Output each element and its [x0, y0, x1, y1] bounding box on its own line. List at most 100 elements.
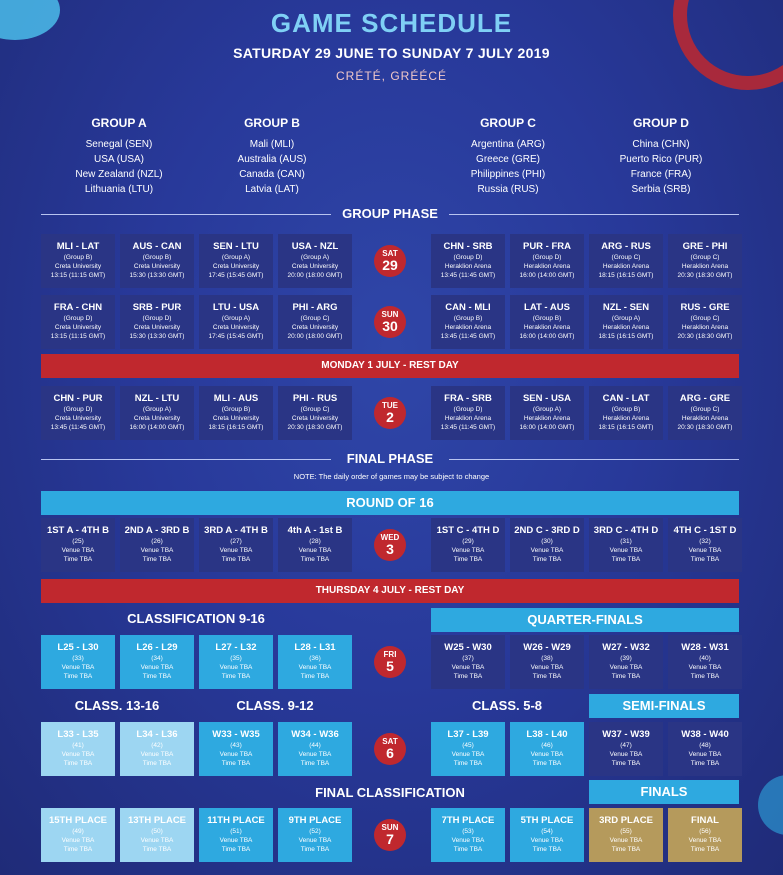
classification-9-16-label: CLASSIFICATION 9-16	[127, 611, 265, 626]
team: Puerto Rico (PUR)	[619, 154, 703, 165]
time: 18:15 (16:15 GMT)	[598, 424, 654, 431]
matchup: ARG - GRE	[679, 393, 731, 404]
day-badge: SAT 29	[374, 245, 406, 277]
day-number: 3	[386, 541, 394, 557]
venue: Heraklion Arena	[681, 263, 729, 270]
game-card: W38 - W40 (48) Venue TBA Time TBA	[668, 722, 742, 776]
venue: Venue TBA	[609, 837, 643, 844]
game-card: 2ND A - 3RD B (26) Venue TBA Time TBA	[120, 518, 194, 572]
venue: Venue TBA	[61, 751, 95, 758]
time: 15:30 (13:30 GMT)	[129, 272, 185, 279]
venue: Venue TBA	[530, 547, 564, 554]
game-group: (Group C)	[300, 315, 330, 322]
game-group: (36)	[309, 655, 321, 662]
game-card: SRB - PUR (Group D) Creta University 15:30 …	[120, 295, 194, 349]
matchup: RUS - GRE	[680, 302, 730, 313]
venue: Venue TBA	[530, 664, 564, 671]
day-number: 6	[386, 745, 394, 761]
time: Time TBA	[142, 846, 172, 853]
game-group: (Group D)	[532, 254, 562, 261]
matchup: FRA - CHN	[53, 302, 103, 313]
matchup: 2ND C - 3RD D	[514, 525, 580, 536]
team: Mali (MLI)	[249, 139, 295, 150]
group-name: GROUP A	[91, 116, 147, 130]
time: Time TBA	[221, 556, 251, 563]
matchup: SEN - USA	[522, 393, 572, 404]
game-card: GRE - PHI (Group C) Heraklion Arena 20:30 (…	[668, 234, 742, 288]
time: Time TBA	[142, 673, 172, 680]
matchup: CAN - LAT	[602, 393, 650, 404]
game-card: CAN - MLI (Group B) Heraklion Arena 13:45 (…	[431, 295, 505, 349]
venue: Venue TBA	[609, 664, 643, 671]
time: 13:45 (11:45 GMT)	[440, 424, 496, 431]
matchup: W26 - W29	[523, 642, 571, 653]
game-group: (48)	[699, 742, 711, 749]
game-group: (47)	[620, 742, 632, 749]
matchup: 9TH PLACE	[288, 815, 342, 826]
matchup: PUR - FRA	[522, 241, 572, 252]
venue: Venue TBA	[219, 664, 253, 671]
game-card: FRA - CHN (Group D) Creta University 13:15 …	[41, 295, 115, 349]
date-range: SATURDAY 29 JUNE TO SUNDAY 7 JULY 2019	[233, 45, 550, 61]
time: 13:45 (11:45 GMT)	[440, 272, 496, 279]
venue: Venue TBA	[688, 547, 722, 554]
venue: Venue TBA	[61, 837, 95, 844]
game-group: (41)	[72, 742, 84, 749]
time: Time TBA	[221, 760, 251, 767]
day-badge: TUE 2	[374, 397, 406, 429]
game-card: W28 - W31 (40) Venue TBA Time TBA	[668, 635, 742, 689]
team: Senegal (SEN)	[85, 139, 153, 150]
game-group: (Group B)	[221, 406, 251, 413]
game-card: 3RD PLACE (55) Venue TBA Time TBA	[589, 808, 663, 862]
game-group: (Group A)	[142, 406, 172, 413]
group-name: GROUP D	[633, 116, 689, 130]
team: Russia (RUS)	[477, 184, 539, 195]
matchup: L33 - L35	[57, 729, 99, 740]
game-group: (51)	[230, 828, 242, 835]
game-group: (Group A)	[221, 315, 251, 322]
game-group: (Group B)	[453, 315, 483, 322]
game-group: (Group D)	[142, 315, 172, 322]
game-card: 2ND C - 3RD D (30) Venue TBA Time TBA	[510, 518, 584, 572]
matchup: MLI - AUS	[213, 393, 259, 404]
time: 16:00 (14:00 GMT)	[129, 424, 185, 431]
game-card: MLI - AUS (Group B) Creta University 18:15 …	[199, 386, 273, 440]
day-name: SUN	[381, 310, 399, 319]
time: Time TBA	[532, 760, 562, 767]
game-card: 13TH PLACE (50) Venue TBA Time TBA	[120, 808, 194, 862]
time: Time TBA	[300, 673, 330, 680]
day-name: SAT	[382, 737, 398, 746]
game-card: L27 - L32 (35) Venue TBA Time TBA	[199, 635, 273, 689]
game-card: L28 - L31 (36) Venue TBA Time TBA	[278, 635, 352, 689]
game-group: (35)	[230, 655, 242, 662]
game-card: L26 - L29 (34) Venue TBA Time TBA	[120, 635, 194, 689]
venue: Heraklion Arena	[681, 415, 729, 422]
time: Time TBA	[300, 760, 330, 767]
game-card: CHN - SRB (Group D) Heraklion Arena 13:45 (…	[431, 234, 505, 288]
group-d: GROUP D China (CHN) Puerto Rico (PUR) Fr…	[586, 116, 736, 197]
game-group: (Group A)	[532, 406, 562, 413]
matchup: W27 - W32	[602, 642, 650, 653]
venue: Venue TBA	[688, 751, 722, 758]
time: Time TBA	[142, 760, 172, 767]
matchup: L34 - L36	[136, 729, 178, 740]
matchup: MLI - LAT	[56, 241, 100, 252]
game-group: (Group D)	[63, 315, 93, 322]
game-group: (52)	[309, 828, 321, 835]
game-group: (Group C)	[690, 254, 720, 261]
matchup: LAT - AUS	[524, 302, 570, 313]
time: Time TBA	[63, 556, 93, 563]
venue: Heraklion Arena	[444, 415, 492, 422]
venue: Venue TBA	[451, 751, 485, 758]
venue: Venue TBA	[140, 664, 174, 671]
game-card: PUR - FRA (Group D) Heraklion Arena 16:00 (…	[510, 234, 584, 288]
time: 20:30 (18:30 GMT)	[677, 272, 733, 279]
game-group: (Group C)	[300, 406, 330, 413]
time: Time TBA	[300, 846, 330, 853]
time: 20:30 (18:30 GMT)	[677, 424, 733, 431]
game-card: FRA - SRB (Group D) Heraklion Arena 13:45 (…	[431, 386, 505, 440]
rest-day-1: MONDAY 1 JULY - REST DAY	[41, 354, 739, 378]
time: Time TBA	[63, 846, 93, 853]
venue: Heraklion Arena	[681, 324, 729, 331]
matchup: 4TH C - 1ST D	[673, 525, 737, 536]
